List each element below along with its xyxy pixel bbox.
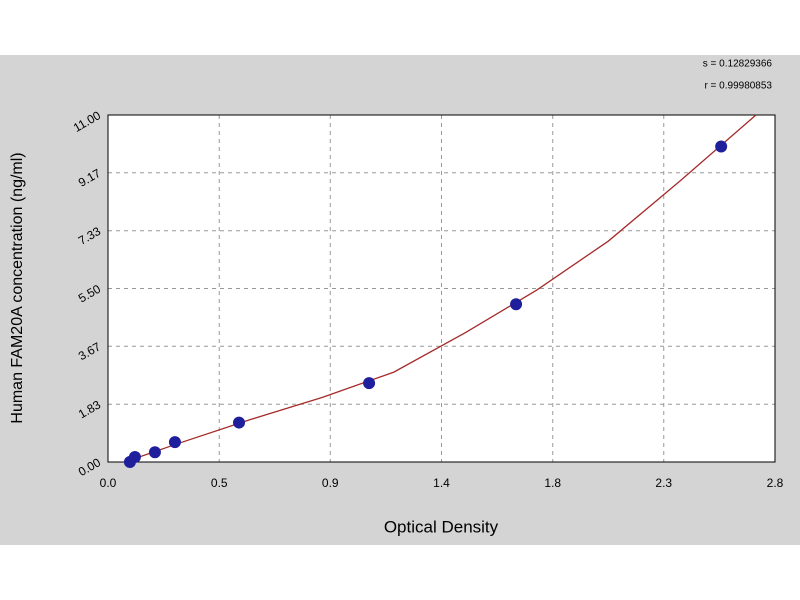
data-point (168, 436, 181, 449)
data-point (233, 416, 246, 429)
data-point (510, 298, 523, 311)
y-axis-label: Human FAM20A concentration (ng/ml) (9, 152, 26, 423)
data-point (148, 446, 161, 459)
x-tick-label: 2.3 (655, 476, 672, 490)
annotation: s = 0.12829366 (703, 59, 773, 70)
x-tick-label: 1.4 (433, 476, 450, 490)
x-axis-label: Optical Density (384, 517, 499, 536)
x-tick-label: 0.0 (100, 476, 117, 490)
plot-border (107, 114, 776, 463)
x-tick-label: 0.5 (211, 476, 228, 490)
plot-area (108, 115, 775, 462)
x-tick-label: 1.8 (544, 476, 561, 490)
data-point (128, 450, 141, 463)
data-point (363, 377, 376, 390)
x-tick-label: 2.8 (767, 476, 784, 490)
fit-curve (129, 114, 757, 462)
x-tick-label: 0.9 (322, 476, 339, 490)
data-point (715, 140, 728, 153)
annotation: r = 0.99980853 (704, 81, 772, 92)
